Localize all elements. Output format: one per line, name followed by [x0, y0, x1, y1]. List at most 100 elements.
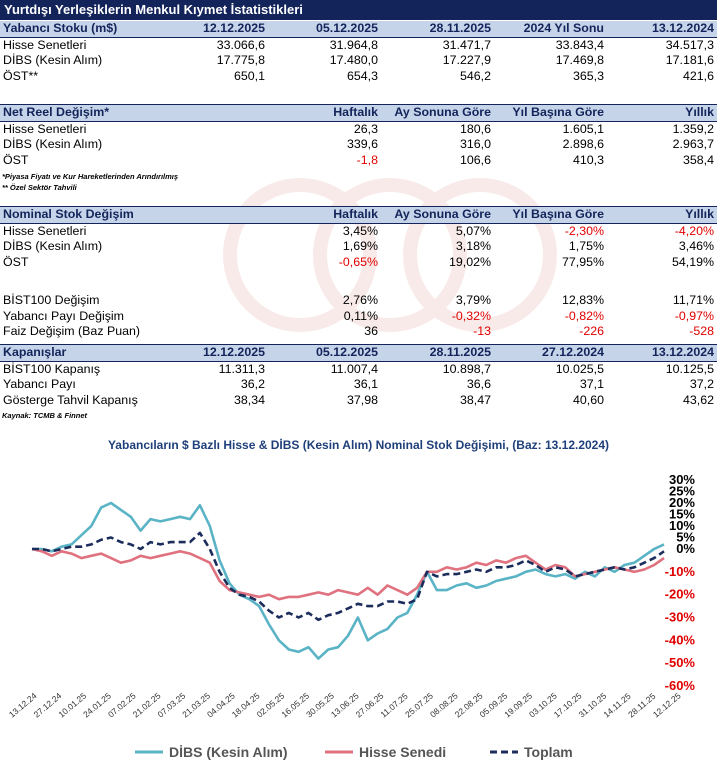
- closing-header-row: Kapanışlar 12.12.2025 05.12.2025 28.11.2025…: [0, 344, 717, 362]
- changes-row: BİST100 Değişim 2,76% 3,79% 12,83% 11,71%: [0, 293, 717, 309]
- changes-cell: 2,76%: [342, 293, 378, 307]
- nominal-row: ÖST -0,65% 19,02% 77,95% 54,19%: [0, 255, 717, 271]
- legend-label: DİBS (Kesin Alım): [169, 744, 288, 760]
- changes-cell: [155, 324, 268, 340]
- nominal-row: Hisse Senetleri 3,45% 5,07% -2,30% -4,20%: [0, 223, 717, 239]
- footnote-2: ** Özel Sektör Tahvili: [2, 183, 77, 192]
- y-tick-label: -50%: [665, 655, 696, 670]
- changes-cell: [155, 293, 268, 309]
- closing-cell: 40,60: [572, 392, 604, 407]
- nominal-cell: -2,30%: [564, 223, 604, 238]
- stock-header-cell: 28.11.2025: [381, 21, 494, 38]
- real-row-label: DİBS (Kesin Alım): [3, 137, 103, 151]
- real-row: DİBS (Kesin Alım) 339,6 316,0 2.898,6 2.963,…: [0, 137, 717, 153]
- nominal-header-cell: Haftalık: [268, 206, 381, 224]
- changes-row: Yabancı Payı Değişim 0,11% -0,32% -0,82% -0,…: [0, 309, 717, 325]
- changes-cell: -13: [473, 324, 491, 338]
- stock-cell: 17.181,6: [665, 53, 714, 67]
- closing-header-cell: 27.12.2024: [494, 344, 607, 362]
- real-row-label: ÖST: [3, 152, 29, 167]
- source-note: Kaynak: TCMB & Finnet: [2, 411, 88, 420]
- stock-row-label: Hisse Senetleri: [3, 37, 87, 52]
- changes-cell: -0,97%: [674, 308, 714, 323]
- nominal-cell: [155, 255, 268, 271]
- real-header-cell: [155, 104, 268, 122]
- closing-header-cell: 05.12.2025: [268, 344, 381, 362]
- series-line-hisse-senedi: [31, 547, 665, 601]
- nominal-row: DİBS (Kesin Alım) 1,69% 3,18% 1,75% 3,46%: [0, 239, 717, 255]
- closing-cell: 37,2: [689, 377, 714, 391]
- footnote-1: *Piyasa Fiyatı ve Kur Hareketlerinden Ar…: [2, 172, 179, 181]
- y-tick-label: 5%: [676, 530, 695, 545]
- stock-cell: 33.843,4: [555, 37, 604, 52]
- series-line-di-bs-kesin-al-m-: [32, 501, 665, 660]
- real-header-cell: Yıllık: [607, 104, 717, 122]
- stock-cell: 421,6: [682, 68, 714, 83]
- closing-row-label: BİST100 Kapanış: [3, 361, 101, 376]
- stock-cell: 17.227,9: [442, 53, 491, 67]
- nominal-row-label: ÖST: [3, 254, 29, 269]
- chart-title: Yabancıların $ Bazlı Hisse & DİBS (Kesin…: [107, 438, 610, 452]
- nominal-cell: 19,02%: [448, 254, 491, 269]
- nominal-header-cell: Yıllık: [607, 206, 717, 224]
- nominal-row-label: Hisse Senetleri: [3, 223, 87, 238]
- changes-cell: 11,71%: [672, 293, 714, 307]
- nominal-cell: [155, 239, 268, 255]
- real-row: Hisse Senetleri 26,3 180,6 1.605,1 1.359,2: [0, 121, 717, 137]
- closing-cell: 37,98: [346, 392, 378, 407]
- changes-row-label: Faiz Değişim (Baz Puan): [3, 324, 141, 338]
- nominal-stock-change-table: Nominal Stok Değişim Haftalık Ay Sonuna Gö…: [0, 206, 717, 270]
- real-cell: 316,0: [459, 137, 491, 151]
- closing-header-cell: 28.11.2025: [381, 344, 494, 362]
- closing-table: Kapanışlar 12.12.2025 05.12.2025 28.11.2025…: [0, 344, 717, 408]
- real-header-cell: Ay Sonuna Göre: [381, 104, 494, 122]
- stock-header-cell: 2024 Yıl Sonu: [494, 21, 607, 38]
- real-cell: [155, 137, 268, 153]
- series-line-toplam: [32, 531, 665, 622]
- stock-cell: 654,3: [346, 68, 378, 83]
- real-cell: 2.963,7: [672, 137, 714, 151]
- changes-row-label: BİST100 Değişim: [3, 293, 100, 307]
- real-header-row: Net Reel Değişim* Haftalık Ay Sonuna Göre Y…: [0, 104, 717, 122]
- changes-row: Faiz Değişim (Baz Puan) 36 -13 -226 -528: [0, 324, 717, 340]
- stock-header-cell: 05.12.2025: [268, 21, 381, 38]
- nominal-cell: 77,95%: [561, 254, 604, 269]
- closing-cell: 11.311,3: [218, 361, 265, 376]
- nominal-header-cell: Yıl Başına Göre: [494, 206, 607, 224]
- stock-cell: 17.775,8: [216, 53, 265, 67]
- changes-cell: -0,82%: [564, 308, 604, 323]
- real-header-cell: Haftalık: [268, 104, 381, 122]
- y-tick-label: -20%: [665, 587, 696, 602]
- nominal-cell: -0,65%: [338, 254, 378, 269]
- market-change-table: BİST100 Değişim 2,76% 3,79% 12,83% 11,71% Yab…: [0, 293, 717, 340]
- real-cell: 1.605,1: [562, 121, 604, 136]
- legend-label: Hisse Senedi: [359, 744, 446, 760]
- stock-row: Hisse Senetleri 33.066,6 31.964,8 31.471,7 3…: [0, 37, 717, 53]
- changes-cell: -0,32%: [451, 308, 491, 323]
- stock-cell: 17.469,8: [555, 53, 604, 67]
- y-tick-label: 30%: [669, 472, 695, 487]
- y-tick-label: -40%: [665, 632, 696, 647]
- closing-cell: 10.125,5: [665, 361, 714, 376]
- changes-cell: -226: [579, 324, 604, 338]
- nominal-row-label: DİBS (Kesin Alım): [3, 239, 103, 253]
- stock-cell: 650,1: [233, 68, 265, 83]
- stock-cell: 17.480,0: [329, 53, 378, 67]
- y-tick-label: -30%: [665, 610, 696, 625]
- real-cell: [155, 153, 268, 169]
- nominal-header-cell: Ay Sonuna Göre: [381, 206, 494, 224]
- nominal-cell: 1,75%: [568, 239, 604, 253]
- stock-row: ÖST** 650,1 654,3 546,2 365,3 421,6: [0, 69, 717, 85]
- stock-cell: 365,3: [572, 68, 604, 83]
- closing-cell: 36,2: [240, 377, 265, 391]
- real-row: ÖST -1,8 106,6 410,3 358,4: [0, 153, 717, 169]
- real-cell: 2.898,6: [562, 137, 604, 151]
- stock-header-cell: 13.12.2024: [607, 21, 717, 38]
- real-cell: 26,3: [353, 121, 378, 136]
- y-tick-label: 25%: [669, 484, 695, 499]
- stock-header-cell: Yabancı Stoku (m$): [0, 21, 155, 38]
- stock-row-label: DİBS (Kesin Alım): [3, 53, 103, 67]
- nominal-header-row: Nominal Stok Değişim Haftalık Ay Sonuna Gö…: [0, 206, 717, 224]
- stock-cell: 546,2: [459, 68, 491, 83]
- nominal-cell: 5,07%: [455, 223, 491, 238]
